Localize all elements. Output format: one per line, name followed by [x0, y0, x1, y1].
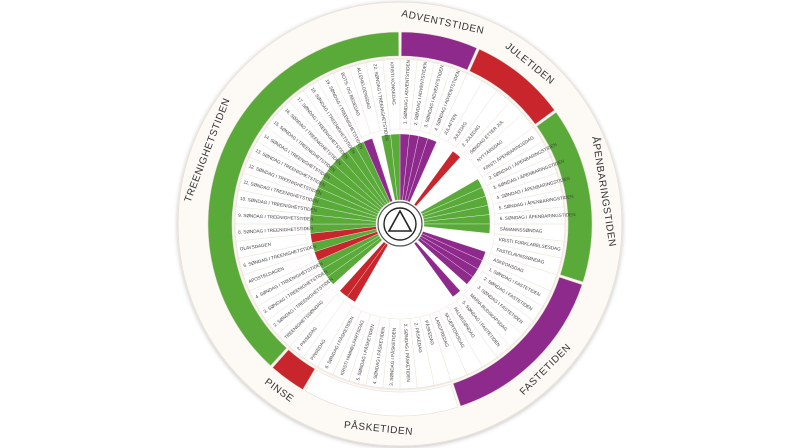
day-wedge: [413, 150, 461, 207]
day-divider: [382, 57, 401, 130]
day-label: 9. SØNDAG I TREENIGHETSTIDEN: [238, 213, 313, 222]
season-band: [207, 31, 400, 367]
day-label: SÅMANNSSØNDAG: [500, 225, 543, 233]
season-band: [272, 349, 316, 391]
day-label: 8. SØNDAG I TREENIGHETSTIDEN: [238, 226, 313, 235]
day-label: 2. SØNDAG I PÅSKETIDEN: [403, 324, 412, 382]
season-band: [400, 31, 478, 71]
center-ring: [383, 207, 417, 241]
day-wedge: [407, 138, 437, 203]
trinity-triangle: [387, 209, 413, 232]
season-band: [452, 276, 583, 407]
day-label: OLAVSDAGEN: [240, 242, 272, 252]
day-wedge: [413, 241, 461, 298]
day-label: 6. SØNDAG I ÅPENBARINGSTIDEN: [500, 211, 576, 221]
day-label: 3. SØNDAG I PÅSKETIDEN: [388, 328, 397, 386]
day-wedge: [423, 223, 491, 234]
season-band: [469, 48, 555, 125]
day-wedge: [363, 138, 393, 203]
day-label: 2. PÅSKEDAG: [413, 322, 424, 353]
day-label: 1. SØNDAG I ADVENTSTIDEN: [402, 60, 410, 124]
day-label: KRISTI KONGEDAG: [389, 62, 396, 105]
season-band: [536, 111, 593, 283]
day-wedge: [390, 133, 401, 201]
season-band: [304, 369, 459, 417]
day-wedge: [339, 241, 387, 298]
day-wedge: [417, 237, 474, 285]
